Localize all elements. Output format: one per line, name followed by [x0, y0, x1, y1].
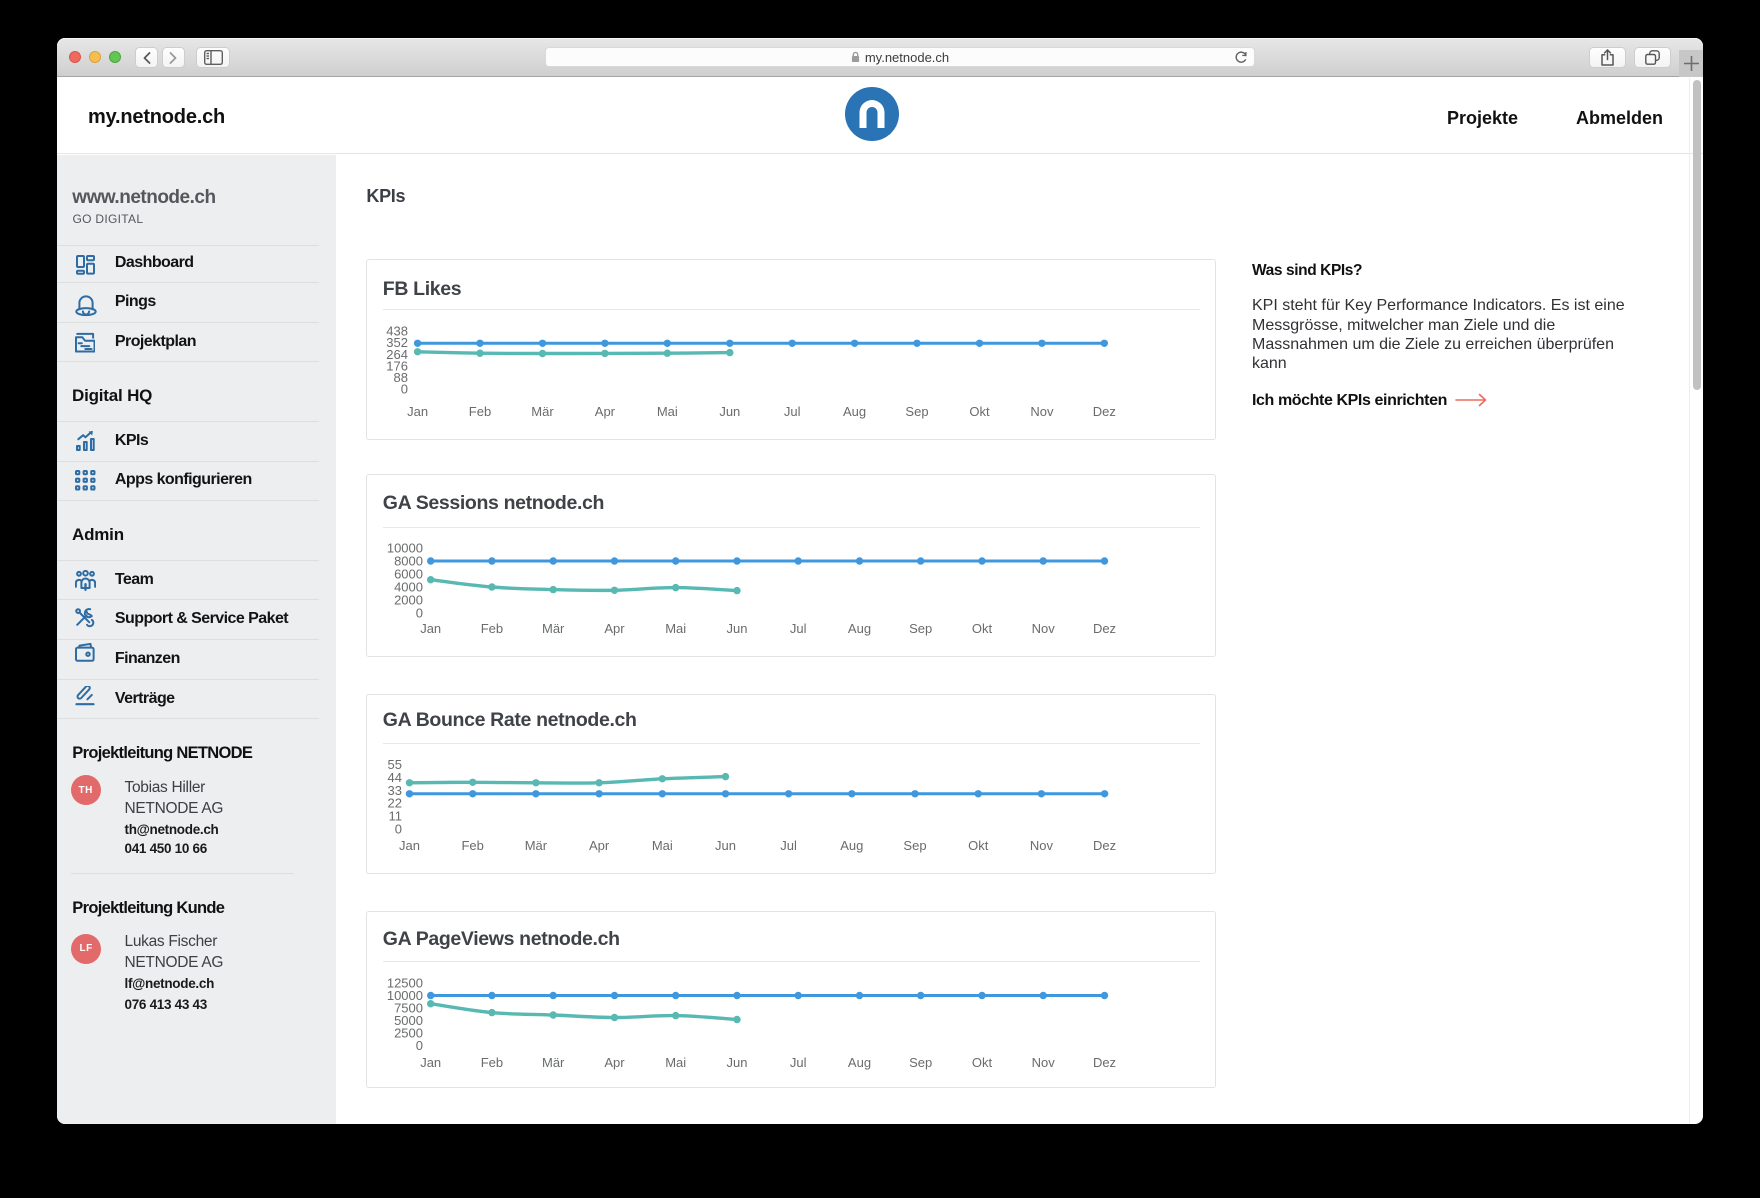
svg-text:Jan: Jan — [399, 838, 420, 853]
svg-text:Dez: Dez — [1093, 1055, 1116, 1070]
svg-text:Jun: Jun — [727, 621, 748, 636]
svg-text:8000: 8000 — [394, 554, 423, 569]
svg-text:Mär: Mär — [525, 838, 548, 853]
svg-text:6000: 6000 — [394, 567, 423, 582]
svg-text:2500: 2500 — [394, 1026, 423, 1041]
svg-text:Apr: Apr — [595, 404, 616, 419]
svg-text:Jul: Jul — [784, 404, 801, 419]
svg-text:Aug: Aug — [848, 621, 871, 636]
svg-text:Sep: Sep — [909, 621, 932, 636]
svg-text:Apr: Apr — [589, 838, 610, 853]
svg-text:438: 438 — [386, 324, 408, 339]
svg-text:Jul: Jul — [790, 621, 807, 636]
svg-text:Jun: Jun — [719, 404, 740, 419]
svg-text:10000: 10000 — [387, 541, 423, 556]
svg-text:7500: 7500 — [394, 1001, 423, 1016]
svg-text:Nov: Nov — [1030, 838, 1054, 853]
svg-text:Jan: Jan — [407, 404, 428, 419]
svg-text:22: 22 — [388, 796, 402, 811]
svg-text:Okt: Okt — [968, 838, 989, 853]
svg-text:176: 176 — [386, 358, 408, 373]
svg-text:Nov: Nov — [1030, 404, 1054, 419]
svg-text:Aug: Aug — [848, 1055, 871, 1070]
svg-text:Mär: Mär — [542, 621, 565, 636]
svg-text:Mär: Mär — [531, 404, 554, 419]
svg-text:Okt: Okt — [972, 1055, 993, 1070]
svg-text:Feb: Feb — [481, 1055, 503, 1070]
svg-text:Mai: Mai — [665, 1055, 686, 1070]
svg-text:Feb: Feb — [461, 838, 483, 853]
svg-text:Mai: Mai — [665, 621, 686, 636]
svg-text:10000: 10000 — [387, 988, 423, 1003]
svg-text:Sep: Sep — [903, 838, 926, 853]
svg-text:88: 88 — [394, 370, 408, 385]
svg-text:Apr: Apr — [604, 621, 625, 636]
svg-text:0: 0 — [401, 382, 408, 397]
svg-text:Nov: Nov — [1032, 621, 1056, 636]
svg-text:12500: 12500 — [387, 976, 423, 991]
svg-text:Aug: Aug — [843, 404, 866, 419]
svg-text:4000: 4000 — [394, 580, 423, 595]
svg-text:Sep: Sep — [905, 404, 928, 419]
svg-text:Dez: Dez — [1093, 838, 1116, 853]
svg-text:Dez: Dez — [1093, 621, 1116, 636]
svg-text:Nov: Nov — [1032, 1055, 1056, 1070]
svg-text:Jul: Jul — [790, 1055, 807, 1070]
svg-text:Okt: Okt — [969, 404, 990, 419]
svg-text:55: 55 — [388, 757, 402, 772]
svg-text:11: 11 — [389, 809, 403, 824]
svg-text:2000: 2000 — [394, 593, 423, 608]
svg-text:Jun: Jun — [715, 838, 736, 853]
svg-text:Mär: Mär — [542, 1055, 565, 1070]
svg-text:33: 33 — [388, 783, 402, 798]
svg-text:5000: 5000 — [394, 1013, 423, 1028]
svg-text:44: 44 — [388, 770, 402, 785]
svg-text:0: 0 — [416, 1038, 423, 1053]
svg-text:Jun: Jun — [727, 1055, 748, 1070]
svg-text:352: 352 — [386, 335, 408, 350]
svg-text:Jul: Jul — [780, 838, 797, 853]
svg-text:Sep: Sep — [909, 1055, 932, 1070]
svg-text:Feb: Feb — [481, 621, 503, 636]
svg-text:0: 0 — [416, 606, 423, 621]
svg-text:Mai: Mai — [652, 838, 673, 853]
svg-text:Dez: Dez — [1093, 404, 1116, 419]
svg-text:Jan: Jan — [420, 621, 441, 636]
svg-text:Jan: Jan — [420, 1055, 441, 1070]
svg-text:Okt: Okt — [972, 621, 993, 636]
svg-text:0: 0 — [395, 822, 402, 837]
svg-text:264: 264 — [386, 347, 408, 362]
svg-text:Mai: Mai — [657, 404, 678, 419]
svg-text:Apr: Apr — [604, 1055, 625, 1070]
svg-text:Aug: Aug — [840, 838, 863, 853]
svg-text:Feb: Feb — [469, 404, 491, 419]
